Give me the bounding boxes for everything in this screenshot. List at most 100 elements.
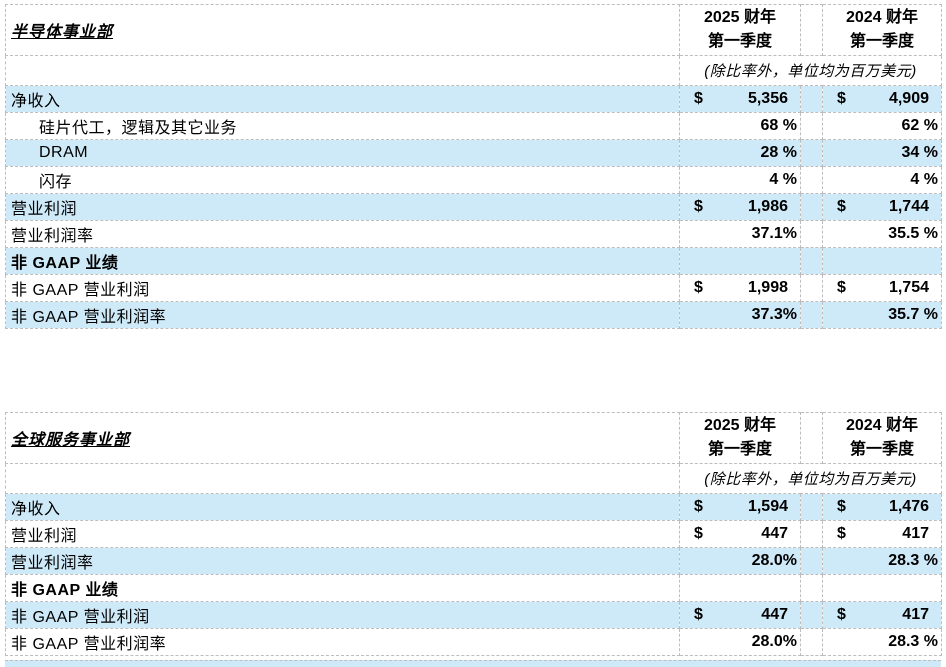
value-fy2025: 28.0% [679, 547, 801, 575]
value-fy2024: 28.3 % [822, 628, 942, 656]
row-label: 营业利润 [5, 193, 680, 221]
value-fy2024: 4 % [822, 166, 942, 194]
value-fy2025: 37.3% [679, 301, 801, 329]
table-body: 净收入 $5,356 $4,909 硅片代工，逻辑及其它业务 68 % 62 % DRAM 2… [5, 85, 942, 329]
amount: 1,594 [747, 498, 788, 515]
col-header-fy2024-q1: 2024 财年 第一季度 [822, 4, 942, 56]
table-row: 非 GAAP 业绩 [5, 247, 942, 275]
amount: 1,744 [888, 198, 929, 215]
dollar-sign: $ [694, 279, 703, 296]
value-fy2024: $1,476 [822, 493, 942, 521]
value-fy2025: 28 % [679, 139, 801, 167]
cutoff-next-row-strip [5, 660, 941, 667]
amount: 417 [902, 606, 929, 623]
spacer-cell [800, 166, 823, 194]
row-label: DRAM [5, 139, 680, 167]
table-row: 非 GAAP 营业利润 $1,998 $1,754 [5, 274, 942, 302]
row-label: 非 GAAP 营业利润率 [5, 301, 680, 329]
row-label: 营业利润率 [5, 220, 680, 248]
amount: 447 [761, 525, 788, 542]
value-fy2025: 4 % [679, 166, 801, 194]
dollar-sign: $ [694, 525, 703, 542]
value-fy2024: 28.3 % [822, 547, 942, 575]
amount: 1,998 [747, 279, 788, 296]
empty-cell [822, 247, 942, 275]
spacer-cell [800, 274, 823, 302]
table-row: 非 GAAP 营业利润 $447 $417 [5, 601, 942, 629]
row-label: 非 GAAP 业绩 [5, 574, 680, 602]
value-fy2025: $5,356 [679, 85, 801, 113]
value-fy2024: 34 % [822, 139, 942, 167]
value-fy2024: 35.7 % [822, 301, 942, 329]
value-fy2025: 37.1% [679, 220, 801, 248]
value-fy2025: 28.0% [679, 628, 801, 656]
row-label: 非 GAAP 营业利润率 [5, 628, 680, 656]
header-row: 全球服务事业部 2025 财年 第一季度 2024 财年 第一季度 [5, 412, 942, 464]
spacer-cell [800, 193, 823, 221]
value-fy2024: $4,909 [822, 85, 942, 113]
table-row: 净收入 $5,356 $4,909 [5, 85, 942, 113]
spacer-cell [800, 628, 823, 656]
empty-cell [679, 247, 801, 275]
spacer-cell [800, 85, 823, 113]
empty-cell [822, 574, 942, 602]
row-label: 非 GAAP 营业利润 [5, 274, 680, 302]
spacer-cell [800, 547, 823, 575]
empty-cell [5, 463, 680, 494]
dollar-sign: $ [837, 498, 846, 515]
table-title: 半导体事业部 [11, 24, 114, 41]
units-note-row: (除比率外，单位均为百万美元) [5, 463, 942, 494]
value-fy2025: 68 % [679, 112, 801, 140]
table-row: DRAM 28 % 34 % [5, 139, 942, 167]
amount: 417 [902, 525, 929, 542]
value-fy2025: $447 [679, 520, 801, 548]
amount: 1,986 [747, 198, 788, 215]
col-header-fy2025-q1: 2025 财年 第一季度 [679, 412, 801, 464]
dollar-sign: $ [694, 498, 703, 515]
table-row: 非 GAAP 业绩 [5, 574, 942, 602]
amount: 447 [761, 606, 788, 623]
dollar-sign: $ [694, 198, 703, 215]
value-fy2024: 35.5 % [822, 220, 942, 248]
table-row: 非 GAAP 营业利润率 28.0% 28.3 % [5, 628, 942, 656]
value-fy2024: $417 [822, 601, 942, 629]
row-label: 非 GAAP 营业利润 [5, 601, 680, 629]
row-label: 净收入 [5, 493, 680, 521]
table-row: 硅片代工，逻辑及其它业务 68 % 62 % [5, 112, 942, 140]
spacer-cell [800, 493, 823, 521]
row-label: 闪存 [5, 166, 680, 194]
empty-cell [679, 574, 801, 602]
dollar-sign: $ [694, 90, 703, 107]
spacer-cell [800, 247, 823, 275]
spacer-cell [800, 301, 823, 329]
spacer-cell [800, 520, 823, 548]
dollar-sign: $ [837, 525, 846, 542]
value-fy2025: $1,986 [679, 193, 801, 221]
spacer-cell [800, 412, 823, 464]
semiconductor-division-table: 半导体事业部 2025 财年 第一季度 2024 财年 第一季度 (除比率外，单… [5, 4, 942, 329]
col-header-fy2025-q1: 2025 财年 第一季度 [679, 4, 801, 56]
spacer-cell [800, 601, 823, 629]
value-fy2024: $1,744 [822, 193, 942, 221]
amount: 4,909 [888, 90, 929, 107]
row-label: 营业利润 [5, 520, 680, 548]
header-row: 半导体事业部 2025 财年 第一季度 2024 财年 第一季度 [5, 4, 942, 56]
row-label: 营业利润率 [5, 547, 680, 575]
row-label: 硅片代工，逻辑及其它业务 [5, 112, 680, 140]
spacer-cell [800, 139, 823, 167]
dollar-sign: $ [837, 279, 846, 296]
table-row: 非 GAAP 营业利润率 37.3% 35.7 % [5, 301, 942, 329]
table-row: 净收入 $1,594 $1,476 [5, 493, 942, 521]
amount: 5,356 [747, 90, 788, 107]
amount: 1,754 [888, 279, 929, 296]
spacer-cell [800, 220, 823, 248]
amount: 1,476 [888, 498, 929, 515]
table-title: 全球服务事业部 [11, 432, 131, 449]
value-fy2024: 62 % [822, 112, 942, 140]
value-fy2025: $1,594 [679, 493, 801, 521]
value-fy2025: $1,998 [679, 274, 801, 302]
spacer-cell [800, 112, 823, 140]
table-row: 营业利润 $447 $417 [5, 520, 942, 548]
table-row: 营业利润率 37.1% 35.5 % [5, 220, 942, 248]
